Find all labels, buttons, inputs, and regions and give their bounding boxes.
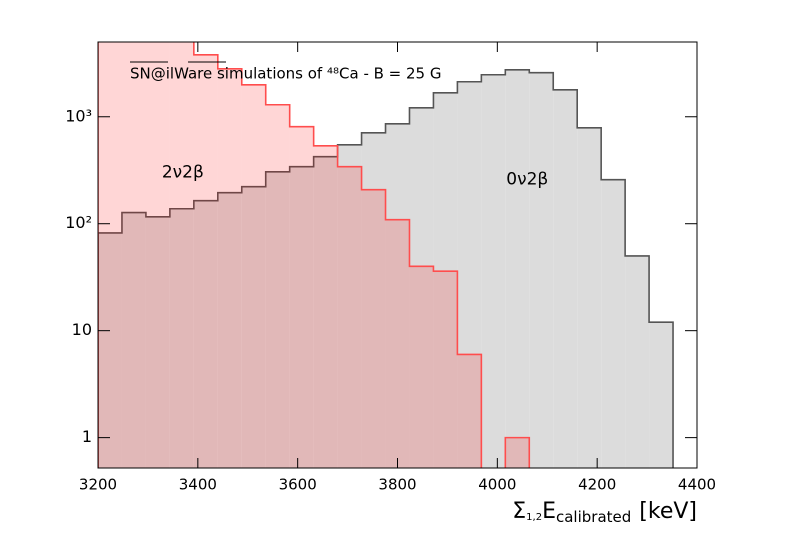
histogram-bar xyxy=(385,123,410,468)
histogram-bar xyxy=(289,126,314,468)
histogram-bar xyxy=(409,107,434,468)
histogram-bar xyxy=(409,266,434,468)
histogram-bar xyxy=(121,212,146,468)
x-label-sub: 1,2 xyxy=(526,512,542,523)
histogram-bar xyxy=(145,216,170,468)
y-tick-label: 10 xyxy=(72,320,92,339)
x-label-sub: calibrated xyxy=(556,508,631,526)
histogram-bar xyxy=(361,132,386,468)
histogram-outline xyxy=(98,42,531,468)
histogram-bar xyxy=(313,156,338,468)
histogram-bar xyxy=(169,208,194,468)
histogram-bar xyxy=(625,255,650,468)
histogram-bar xyxy=(457,354,482,468)
histogram-bar xyxy=(553,89,578,468)
histogram-bar xyxy=(385,219,410,468)
histogram-bar xyxy=(577,127,602,468)
x-label-unit: [keV] xyxy=(639,499,697,524)
histogram-bar xyxy=(98,42,122,468)
x-axis-label: Σ1,2Ecalibrated [keV] xyxy=(512,499,697,526)
x-tick-label: 3200 xyxy=(79,476,117,494)
x-tick-label: 3600 xyxy=(279,476,317,494)
histogram-bar xyxy=(241,186,266,468)
histogram-bar xyxy=(505,69,530,468)
y-tick-label: 1 xyxy=(82,427,92,446)
histogram-bar xyxy=(265,171,290,468)
plot-area xyxy=(98,42,674,468)
annotation: 2ν2β xyxy=(162,163,204,183)
histogram-bar xyxy=(601,179,626,468)
histogram-bar xyxy=(481,74,506,468)
y-tick-label: 10³ xyxy=(65,106,92,125)
histogram-outline xyxy=(98,68,674,468)
y-tick-label: 10² xyxy=(65,213,92,232)
histogram-bar xyxy=(265,104,290,468)
histogram-bar xyxy=(529,72,554,468)
x-tick-label: 4000 xyxy=(478,476,516,494)
histogram-bar xyxy=(505,437,530,468)
x-tick-label: 3400 xyxy=(179,476,217,494)
histogram-bar xyxy=(217,68,242,468)
histogram-bar xyxy=(433,92,458,468)
annotation: 0ν2β xyxy=(506,169,548,189)
x-label-symbol: Σ xyxy=(512,499,526,524)
histogram-bar xyxy=(337,166,362,468)
histogram-bar xyxy=(217,192,242,468)
x-label-letter: E xyxy=(542,499,556,524)
x-tick-label: 3800 xyxy=(378,476,416,494)
histogram-bar xyxy=(121,42,146,468)
chart-title: SN@ilWare simulations of ⁴⁸Ca - B = 25 G xyxy=(130,65,442,83)
histogram-bar xyxy=(169,42,194,468)
x-tick-label: 4200 xyxy=(578,476,616,494)
histogram-bar xyxy=(145,42,170,468)
histogram-bar xyxy=(337,144,362,468)
histogram-bar xyxy=(313,145,338,468)
histogram-bar xyxy=(457,81,482,468)
histogram-bar xyxy=(193,54,218,468)
histogram-bar xyxy=(361,189,386,468)
histogram-bar xyxy=(289,166,314,468)
x-tick-label: 4400 xyxy=(678,476,716,494)
histogram-bar xyxy=(98,232,122,468)
histogram-bar xyxy=(433,271,458,468)
histogram-bar xyxy=(193,200,218,468)
histogram-bar xyxy=(241,84,266,468)
histogram-bar xyxy=(649,322,674,468)
